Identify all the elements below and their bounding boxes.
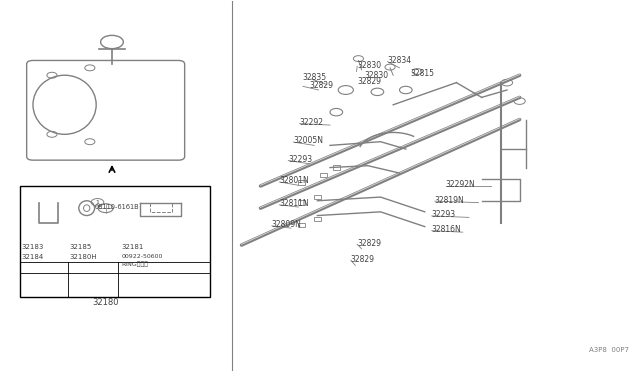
Text: 32183: 32183 xyxy=(21,244,44,250)
Text: 32292N: 32292N xyxy=(445,180,476,189)
Text: 32293: 32293 xyxy=(432,210,456,219)
Text: 32809N: 32809N xyxy=(272,220,301,229)
Text: 32185: 32185 xyxy=(70,244,92,250)
Text: RINGリング: RINGリング xyxy=(122,262,148,267)
Text: 32181: 32181 xyxy=(122,244,144,250)
Text: 32801N: 32801N xyxy=(280,176,309,185)
Text: 32815: 32815 xyxy=(410,69,435,78)
Text: 1: 1 xyxy=(95,200,99,205)
Bar xyxy=(314,217,321,221)
Text: 08110-6161B: 08110-6161B xyxy=(95,205,140,211)
Text: 32292: 32292 xyxy=(300,118,324,127)
Bar xyxy=(298,180,305,185)
Text: 32829: 32829 xyxy=(351,254,375,264)
Text: 32184: 32184 xyxy=(21,254,44,260)
Text: 32005N: 32005N xyxy=(293,137,323,145)
Bar xyxy=(298,201,305,205)
Text: 32834: 32834 xyxy=(387,56,412,65)
Text: 32835: 32835 xyxy=(303,73,327,82)
Text: A3P8  00P7: A3P8 00P7 xyxy=(589,347,629,353)
Bar xyxy=(20,186,210,297)
Text: 32811N: 32811N xyxy=(280,199,309,208)
Text: 00922-50600: 00922-50600 xyxy=(122,254,163,259)
Bar xyxy=(298,222,305,227)
Text: 32180H: 32180H xyxy=(70,254,97,260)
Text: 32829: 32829 xyxy=(309,81,333,90)
Text: 32830: 32830 xyxy=(357,61,381,70)
Bar xyxy=(314,195,321,199)
Text: 32180: 32180 xyxy=(92,298,119,307)
Text: 32819N: 32819N xyxy=(435,196,465,205)
Bar xyxy=(320,173,328,177)
Text: 32829: 32829 xyxy=(357,239,381,248)
Text: 32816N: 32816N xyxy=(432,225,461,234)
Text: 32829: 32829 xyxy=(357,77,381,86)
Text: 32830: 32830 xyxy=(364,71,388,80)
Bar xyxy=(333,165,340,170)
Text: 32293: 32293 xyxy=(288,155,312,164)
